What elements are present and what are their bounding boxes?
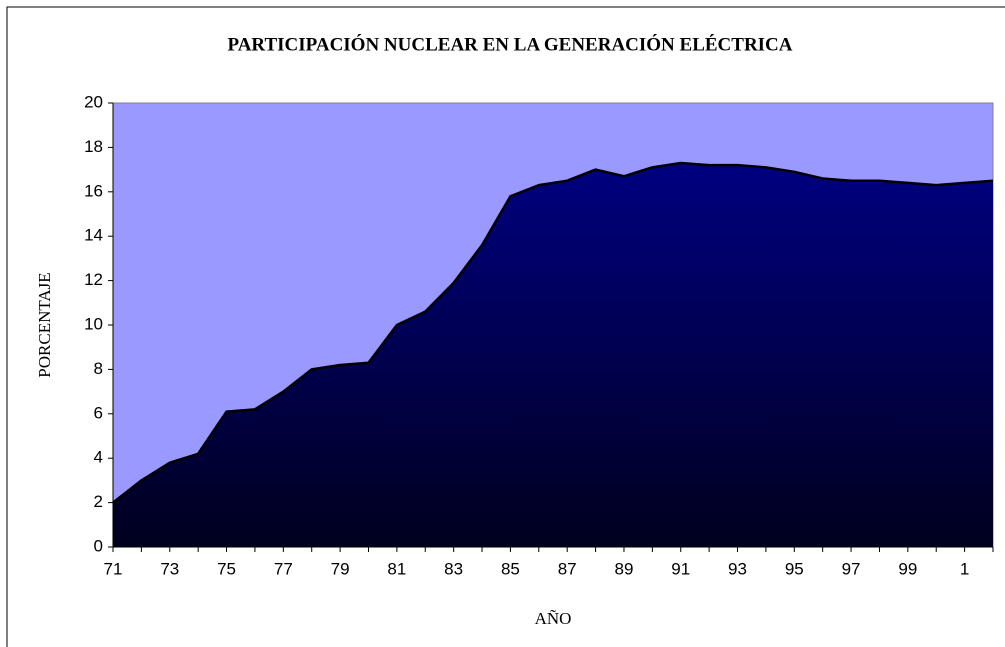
x-tick-label: 79 (331, 559, 350, 578)
x-tick-label: 81 (387, 559, 406, 578)
y-tick-label: 14 (84, 226, 103, 245)
y-tick-label: 10 (84, 314, 103, 333)
x-tick-label: 71 (104, 559, 123, 578)
y-tick-label: 20 (84, 92, 103, 111)
x-tick-label: 97 (842, 559, 861, 578)
x-tick-label: 1 (960, 559, 969, 578)
x-tick-label: 91 (671, 559, 690, 578)
y-tick-label: 18 (84, 137, 103, 156)
x-axis-label: AÑO (535, 609, 572, 628)
x-tick-label: 77 (274, 559, 293, 578)
chart-frame (6, 6, 1005, 647)
y-axis-label: PORCENTAJE (35, 272, 54, 377)
y-tick-label: 6 (94, 403, 103, 422)
y-tick-label: 4 (94, 448, 103, 467)
x-tick-label: 75 (217, 559, 236, 578)
x-tick-label: 87 (558, 559, 577, 578)
y-tick-label: 0 (94, 536, 103, 555)
x-tick-label: 89 (615, 559, 634, 578)
y-tick-label: 16 (84, 181, 103, 200)
area-outline (112, 161, 994, 504)
x-tick-label: 85 (501, 559, 520, 578)
x-tick-label: 95 (785, 559, 804, 578)
area (113, 162, 993, 547)
x-tick-label: 73 (160, 559, 179, 578)
x-tick-label: 83 (444, 559, 463, 578)
y-tick-label: 8 (94, 359, 103, 378)
chart-title: PARTICIPACIÓN NUCLEAR EN LA GENERACIÓN E… (228, 33, 793, 55)
y-tick-label: 2 (94, 492, 103, 511)
x-tick-label: 99 (898, 559, 917, 578)
y-tick-label: 12 (84, 270, 103, 289)
x-tick-label: 93 (728, 559, 747, 578)
